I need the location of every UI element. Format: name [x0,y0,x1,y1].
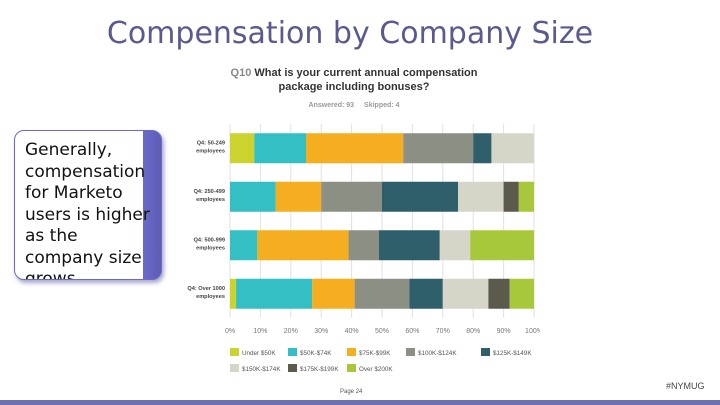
bar-segment [348,230,379,261]
question-text: What is your current annual compensation… [254,67,478,93]
bar-segment [257,230,349,261]
bar-segment [403,133,474,164]
bar-segment [230,133,255,164]
hashtag: #NYMUG [666,381,705,391]
legend-swatch [347,348,356,356]
bar-segment [378,230,440,261]
legend-label: Under $50K [242,350,276,357]
legend-swatch [230,364,239,372]
bar-segment [382,181,458,212]
bar-segment [321,181,382,212]
bar-segment [503,181,519,212]
category-label: employees [196,245,225,251]
bar-segment [306,133,404,164]
skipped-count: Skipped: 4 [364,102,400,109]
answered-count: Answered: 93 [308,102,355,109]
x-tick-label: 70% [436,328,450,335]
chart-svg: 0% 10% 20% 30% 40% 50% 60% 70% 80% 90% 100% Q4: 50-… [187,124,540,373]
legend-label: $175K-$199K [300,366,339,373]
summary-callout: Generally, compensation for Marketo user… [14,130,162,280]
category-label: Q4: 500-999 [194,237,225,243]
bar-segment [488,278,510,309]
bar-segment [230,278,237,309]
bar-segment [442,278,489,309]
x-tick-label: 90% [497,328,511,335]
legend-swatch [406,348,415,356]
legend-label: Over $200K [359,366,393,373]
question-heading: Q10 What is your current annual compensa… [208,66,500,94]
x-tick-label: 60% [405,328,419,335]
x-tick-label: 10% [253,328,267,335]
x-tick-label: 100% [525,328,540,335]
category-label: employees [196,197,225,203]
bar-segment [230,181,276,212]
bar-segment [254,133,306,164]
question-number: Q10 [230,67,252,79]
x-tick-label: 30% [314,328,328,335]
page-number: Page 24 [340,389,363,395]
category-label: employees [196,294,225,300]
bar-segment [439,230,471,261]
legend-swatch [288,348,297,356]
bar-segment [470,230,534,261]
legend-swatch [481,348,490,356]
bar-segment [275,181,322,212]
bar-segment [473,133,492,164]
bar-segment [230,230,258,261]
bar-segment [518,181,534,212]
bar-segment [509,278,534,309]
x-tick-label: 50% [375,328,389,335]
category-label: Q4: Over 1000 [187,286,225,292]
category-label: Q4: 50-249 [197,140,225,146]
bar-segment [491,133,534,164]
legend-label: $125K-$149K [493,350,532,357]
summary-callout-text: Generally, compensation for Marketo user… [25,140,150,280]
x-tick-label: 20% [284,328,298,335]
legend-label: $75K-$99K [359,350,391,357]
category-label: employees [196,148,225,154]
bar-segment [312,278,355,309]
bar-segment [354,278,410,309]
x-tick-label: 80% [466,328,480,335]
x-tick-label: 40% [345,328,359,335]
legend-swatch [347,364,356,372]
stacked-bar-chart: 0% 10% 20% 30% 40% 50% 60% 70% 80% 90% 100% Q4: 50-… [168,62,540,400]
bar-segment [236,278,313,309]
x-tick-label: 0% [225,328,235,335]
slide-title: Compensation by Company Size [106,16,594,51]
legend-label: $150K-$174K [242,366,281,373]
legend-swatch [230,348,239,356]
bar-segment [409,278,443,309]
category-label: Q4: 250-499 [194,189,225,195]
bottom-accent-bar [0,400,720,405]
response-counts: Answered: 93 Skipped: 4 [168,102,540,109]
legend-label: $50K-$74K [300,350,332,357]
legend-swatch [288,364,297,372]
legend-label: $100K-$124K [418,350,457,357]
bar-segment [458,181,504,212]
